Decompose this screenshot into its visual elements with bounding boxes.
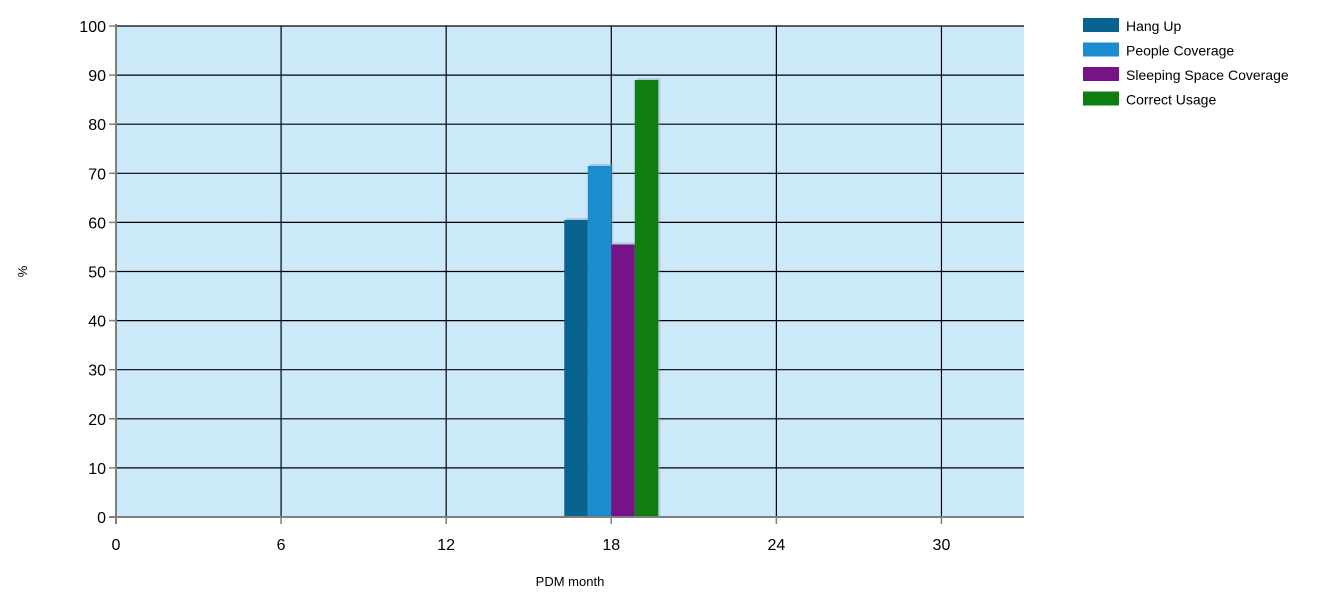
y-tick-label: 40: [88, 314, 106, 331]
y-tick-label: 70: [88, 166, 106, 183]
x-axis-label: PDM month: [536, 574, 605, 589]
y-tick-label: 90: [88, 68, 106, 85]
y-tick-label: 100: [79, 19, 106, 36]
legend-swatch: [1083, 18, 1119, 32]
y-tick-label: 50: [88, 265, 106, 282]
x-tick-label: 6: [277, 537, 286, 554]
legend-swatch: [1083, 42, 1119, 57]
y-tick-label: 20: [88, 412, 106, 429]
bar-hang-up: [564, 219, 588, 517]
x-tick-label: 18: [602, 537, 620, 554]
bar-sleeping-space-coverage: [611, 244, 635, 517]
legend-label: People Coverage: [1126, 43, 1234, 59]
legend-label: Hang Up: [1126, 18, 1181, 34]
bar-people-coverage: [587, 165, 612, 517]
y-tick-label: 80: [88, 117, 106, 134]
legend-swatch: [1083, 67, 1119, 81]
legend-label: Sleeping Space Coverage: [1126, 67, 1289, 83]
legend-label: Correct Usage: [1126, 92, 1216, 108]
y-tick-label: 0: [97, 510, 106, 527]
y-tick-label: 60: [88, 215, 106, 232]
x-tick-label: 30: [933, 537, 951, 554]
y-axis-label: %: [15, 265, 30, 277]
x-tick-label: 24: [767, 537, 785, 554]
x-tick-label: 12: [437, 537, 455, 554]
legend: Hang Up People Coverage Sleeping Space Cov…: [1083, 18, 1289, 108]
x-tick-label: 0: [112, 537, 121, 554]
y-tick-label: 30: [88, 363, 106, 380]
legend-swatch: [1083, 91, 1119, 106]
bar-correct-usage: [634, 80, 659, 517]
y-tick-label: 10: [88, 461, 106, 478]
